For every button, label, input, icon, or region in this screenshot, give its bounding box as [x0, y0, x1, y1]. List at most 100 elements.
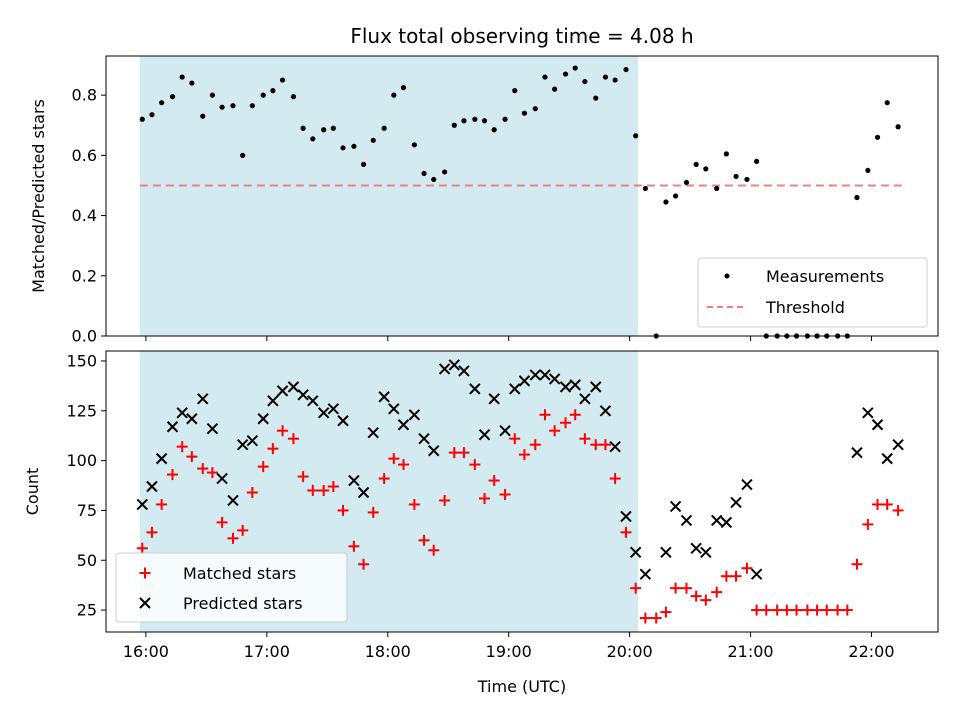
predicted-star-point [539, 369, 551, 381]
matched-star-point [176, 441, 188, 453]
measurement-point [351, 143, 357, 149]
matched-star-point [851, 558, 863, 570]
matched-star-point [881, 498, 893, 510]
matched-star-point [267, 443, 279, 455]
bottom-y-tick-label: 75 [77, 501, 97, 520]
measurement-point [612, 77, 618, 83]
predicted-star-point [317, 407, 330, 419]
measurement-point [400, 85, 407, 91]
matched-star-point [630, 582, 642, 594]
matched-star-point [650, 612, 662, 624]
matched-star-point [700, 594, 712, 606]
matched-star-point [670, 582, 682, 594]
measurement-point [189, 80, 195, 86]
measurement-point [461, 118, 467, 124]
x-tick-label: 20:00 [607, 642, 653, 661]
matched-star-point [518, 449, 530, 461]
top-x-ticks [145, 336, 872, 341]
measurement-point [593, 95, 599, 101]
predicted-star-point [710, 514, 723, 527]
top-legend: Measurements Threshold [697, 257, 928, 328]
bottom-y-axis-label: Count [23, 468, 42, 516]
measurement-point [391, 92, 397, 98]
predicted-star-point [438, 363, 451, 375]
bottom-axes-frame [105, 350, 939, 633]
predicted-stars-points [136, 359, 904, 580]
top-y-tick-label: 0.4 [72, 206, 97, 225]
measurement-point [159, 100, 165, 106]
matched-star-point [448, 447, 460, 459]
predicted-star-point [206, 423, 219, 435]
matched-star-point [590, 439, 602, 451]
measurement-point [340, 145, 346, 151]
predicted-star-point [357, 486, 370, 499]
predicted-star-point [548, 373, 561, 385]
chart-title: Flux total observing time = 4.08 h [350, 24, 693, 48]
matched-star-point [488, 475, 500, 487]
matched-star-point [479, 492, 491, 504]
measurement-point [411, 142, 417, 148]
legend-matched-label: Matched stars [183, 564, 296, 583]
predicted-star-point [186, 413, 198, 425]
bottom-legend: Matched stars Predicted stars [115, 552, 348, 623]
legend-measurements-marker [724, 273, 730, 279]
predicted-star-point [569, 379, 581, 391]
predicted-star-point [862, 407, 874, 419]
measurement-point [209, 92, 216, 98]
top-y-tick-label: 0.0 [72, 327, 97, 346]
matched-star-point [680, 582, 692, 594]
predicted-star-point [478, 428, 491, 441]
matched-star-point [307, 485, 319, 497]
matched-star-point [730, 570, 742, 582]
predicted-star-point [458, 365, 470, 377]
predicted-star-point [609, 440, 621, 453]
measurement-point [642, 185, 648, 192]
predicted-star-point [236, 438, 249, 451]
x-tick-label: 18:00 [365, 642, 411, 661]
matched-star-point [297, 471, 309, 483]
measurement-point [633, 133, 639, 139]
predicted-star-point [851, 446, 863, 459]
matched-star-point [167, 469, 179, 481]
top-observing-window-shade [139, 56, 639, 336]
measurement-point [532, 106, 538, 112]
matched-star-point [197, 463, 209, 475]
measurement-point [421, 170, 427, 177]
measurement-point [290, 94, 297, 100]
matched-star-point [781, 604, 793, 616]
predicted-star-point [680, 514, 693, 527]
matched-star-point [639, 612, 651, 624]
matched-star-point [428, 544, 440, 556]
matched-star-point [509, 433, 521, 445]
predicted-star-point [892, 438, 904, 451]
matched-star-point [257, 461, 269, 473]
x-tick-label: 22:00 [848, 642, 894, 661]
matched-star-point [720, 570, 732, 582]
predicted-star-point [146, 480, 158, 493]
matched-star-point [529, 439, 541, 451]
predicted-star-point [488, 393, 500, 405]
top-y-tick-label: 0.8 [72, 86, 97, 105]
predicted-star-point [509, 383, 521, 395]
predicted-star-point [518, 375, 531, 387]
predicted-star-point [499, 425, 511, 437]
measurement-point [270, 88, 276, 94]
measurement-point [310, 136, 316, 142]
predicted-star-point [669, 500, 682, 513]
predicted-star-point [871, 419, 884, 431]
legend-predicted-marker [139, 597, 151, 609]
predicted-star-point [750, 568, 763, 580]
measurement-point [240, 152, 246, 158]
matched-star-point [801, 604, 813, 616]
measurement-point [874, 134, 881, 140]
measurement-point [451, 122, 457, 128]
matched-star-point [216, 516, 228, 528]
predicted-star-point [590, 381, 602, 393]
measurement-point [300, 125, 306, 131]
measurement-point [623, 66, 629, 73]
predicted-star-point [297, 389, 309, 401]
bottom-y-tick-label: 50 [77, 551, 97, 570]
predicted-star-point [639, 568, 652, 580]
matched-star-point [246, 486, 258, 498]
matched-star-point [156, 498, 168, 510]
